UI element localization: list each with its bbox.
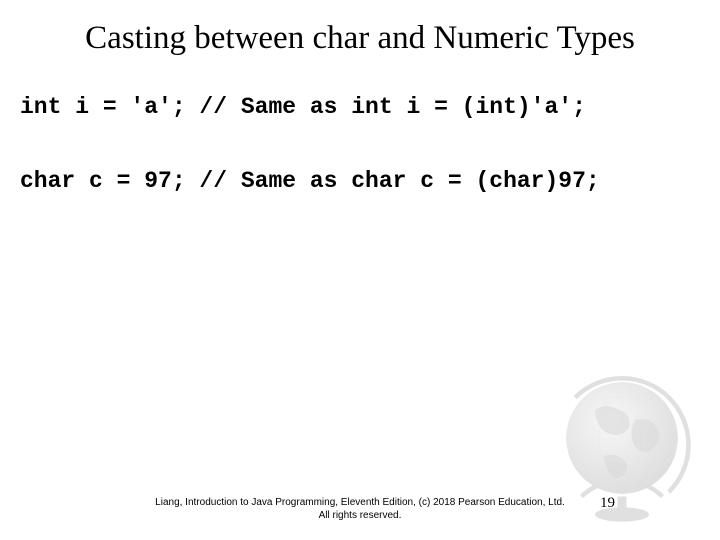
footer-attribution: Liang, Introduction to Java Programming,…: [0, 496, 720, 522]
content-area: int i = 'a'; // Same as int i = (int)'a'…: [0, 59, 720, 194]
slide-title: Casting between char and Numeric Types: [0, 0, 720, 59]
code-line-2: char c = 97; // Same as char c = (char)9…: [20, 168, 700, 194]
code-line-1: int i = 'a'; // Same as int i = (int)'a'…: [20, 94, 700, 120]
footer-line-1: Liang, Introduction to Java Programming,…: [0, 496, 720, 509]
footer-line-2: All rights reserved.: [0, 509, 720, 522]
